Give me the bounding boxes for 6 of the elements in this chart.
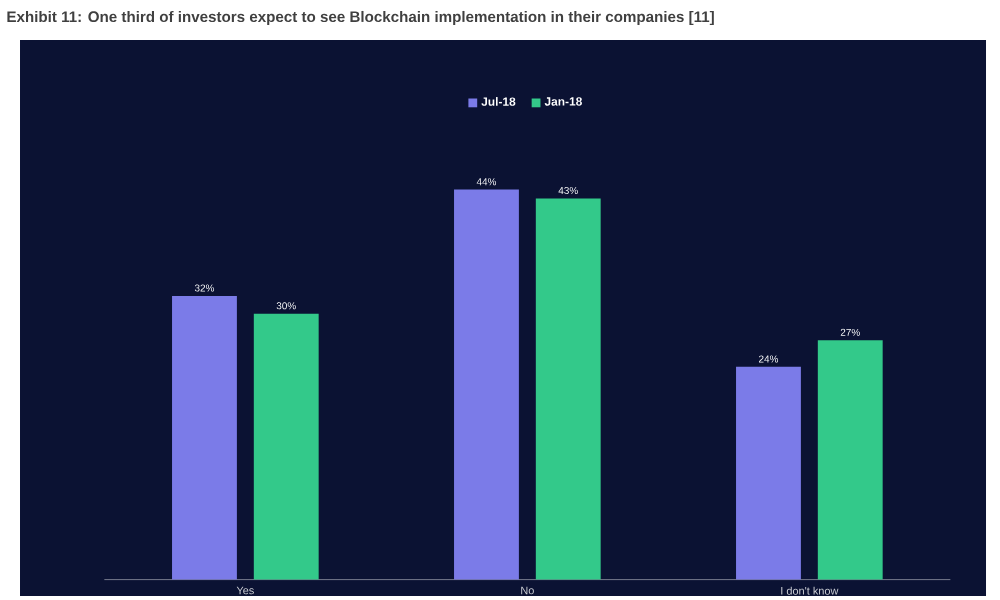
bar [736, 366, 801, 580]
bar [535, 198, 601, 580]
bar [817, 340, 883, 580]
bar [253, 313, 319, 580]
bar [172, 295, 237, 580]
bar [454, 189, 519, 580]
